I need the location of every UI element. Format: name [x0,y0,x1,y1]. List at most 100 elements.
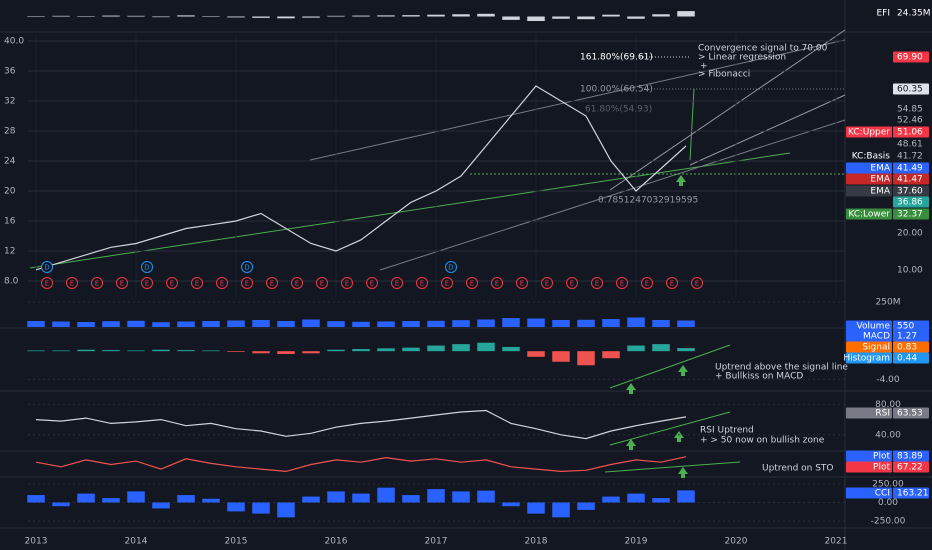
event-label: E [95,280,99,288]
tag-value: 41.49 [897,164,923,174]
bar [327,349,345,352]
bar [452,320,470,327]
tag-value: 0.83 [897,343,917,353]
arrow-icon [676,175,686,186]
event-label: D [144,264,149,272]
arrow-icon [674,431,684,442]
tag-value: 67.22 [897,463,923,473]
event-label: E [145,280,149,288]
bar [477,490,495,503]
bar [427,320,445,327]
tag-name-box [846,450,892,462]
rsi-trend [609,411,731,446]
bar [227,16,245,18]
tag-value: 83.89 [897,452,923,462]
event-label: E [195,280,199,288]
annotation: Uptrend on STO [762,464,834,474]
tag-value: 550 [897,322,914,332]
tag-value: 0.44 [897,354,917,364]
annotation: + > 50 now on bullish zone [700,436,825,446]
event-label: E [70,280,74,288]
event-label: E [595,280,599,288]
x-tick-label: 2017 [425,537,448,547]
x-tick-label: 2016 [325,537,348,547]
tag-value: 24.35M [897,9,931,19]
bar [77,16,95,17]
event-marker [341,277,353,289]
bar [127,491,145,503]
bar [677,490,695,503]
bar [177,350,195,352]
macd-trend [609,344,731,389]
bar [402,15,420,17]
event-label: E [470,280,474,288]
bar [252,502,270,514]
bar [277,502,295,518]
bar [427,345,445,352]
tag-value-box [893,407,929,419]
bar [202,16,220,17]
tag-value-box [893,461,929,473]
bar [202,350,220,352]
x-tick-label: 2015 [225,537,248,547]
bar [552,502,570,518]
x-tick-label: 2021 [825,537,848,547]
x-tick-label: 2018 [525,537,548,547]
event-marker [366,277,378,289]
tag-value: 69.90 [897,53,923,63]
event-marker [266,277,278,289]
annotation: Convergence signal to 70.00 [698,44,828,54]
tag-name: Histogram [843,354,890,364]
tag-value-box [893,162,929,174]
line-series [35,409,687,440]
tag-value: 41.47 [897,175,923,185]
tag-name: RSI [875,409,890,419]
bar [452,344,470,352]
event-marker [116,277,128,289]
tag-name: EMA [870,164,890,174]
arrow-icon [626,439,636,450]
bar [477,319,495,327]
event-label: E [620,280,624,288]
tag-name: KC:Upper [848,128,890,138]
event-label: E [245,280,249,288]
annotation: > Fibonacci [698,70,750,80]
bar [627,317,645,327]
tag-value: 32.37 [897,210,923,220]
event-label: E [670,280,674,288]
tag-name-box [846,208,892,220]
tag-value-box [893,83,929,95]
bar [652,14,670,17]
tag-value-box [893,352,929,364]
bar [502,346,520,352]
y-tick-label: 36 [4,67,16,77]
y-tick-label: 250.00 [872,479,904,489]
bar [227,502,245,512]
tag-name: EMA [870,187,890,197]
event-label: E [395,280,399,288]
event-marker [666,277,678,289]
bar [327,15,345,17]
event-label: E [570,280,574,288]
event-marker [541,277,553,289]
bar [677,320,695,327]
bar [577,319,595,327]
tag-name: KC:Basis [852,152,891,162]
bar [477,342,495,352]
channel-line [609,29,846,191]
annotation: Uptrend above the signal line [715,363,848,373]
tag-value-box [893,320,929,332]
tag-name-box [846,185,892,197]
event-marker [141,277,153,289]
bar [277,321,295,327]
tag-name-box [846,461,892,473]
tag-name-box [846,352,892,364]
y-tick-label: 32 [4,97,15,107]
x-tick-label: 2014 [125,537,148,547]
bar [127,15,145,17]
event-marker [466,277,478,289]
bar [227,351,245,352]
